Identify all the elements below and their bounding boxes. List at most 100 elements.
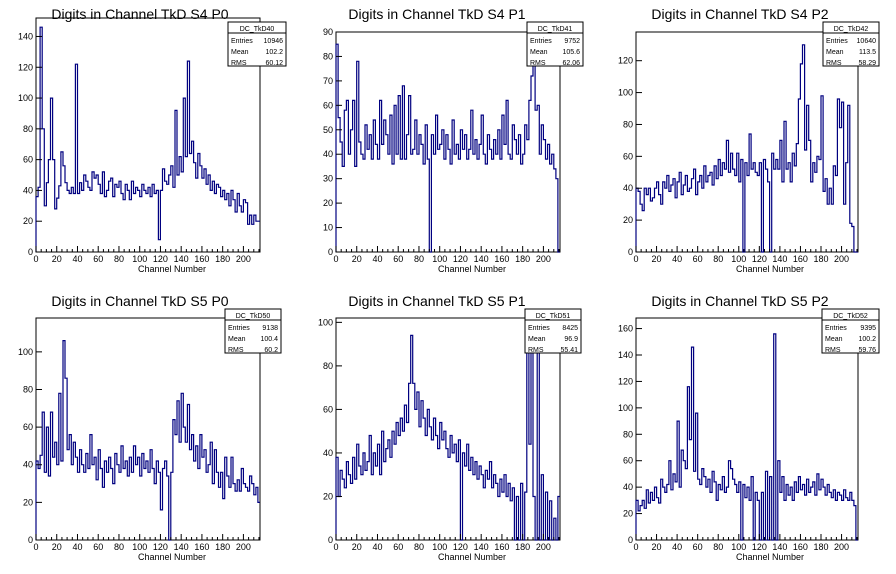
stats-label: RMS <box>826 60 842 67</box>
stats-box-title: DC_TkD51 <box>536 313 571 320</box>
stats-box-title: DC_TkD52 <box>833 313 868 320</box>
x-tick-label: 100 <box>132 542 147 552</box>
histogram-series <box>635 44 858 253</box>
stats-value: 59.76 <box>858 347 876 354</box>
x-tick-label: 200 <box>834 254 849 264</box>
x-tick-label: 100 <box>432 542 447 552</box>
stats-value: 96.9 <box>564 336 578 343</box>
stats-label: Entries <box>528 325 550 332</box>
histogram-panel-2: 0 20 40 60 80 100 120 140 160 180 200 0 10 20 30 40 50 60… <box>323 6 584 274</box>
x-axis-label: Channel Number <box>736 552 804 562</box>
y-tick-label: 140 <box>18 31 33 41</box>
y-tick-label: 0 <box>328 535 333 545</box>
plot-frame <box>35 317 261 541</box>
histogram-series <box>635 333 858 541</box>
y-tick-label: 0 <box>28 535 33 545</box>
histogram-series <box>35 340 260 541</box>
x-tick-label: 140 <box>174 254 189 264</box>
x-tick-label: 180 <box>515 254 530 264</box>
stats-value: 105.6 <box>562 49 580 56</box>
x-tick-label: 60 <box>693 542 703 552</box>
stats-label: Entries <box>228 325 250 332</box>
y-tick-label: 10 <box>323 223 333 233</box>
x-axis-label: Channel Number <box>736 264 804 274</box>
x-tick-label: 60 <box>393 542 403 552</box>
histogram-panel-4: 0 20 40 60 80 100 120 140 160 180 200020406080100C… <box>18 293 282 562</box>
stats-value: 60.2 <box>264 347 278 354</box>
y-tick-label: 80 <box>623 429 633 439</box>
x-tick-label: 120 <box>153 254 168 264</box>
x-tick-label: 140 <box>772 542 787 552</box>
stats-label: Mean <box>826 49 844 56</box>
stats-label: Entries <box>231 38 253 45</box>
stats-label: Entries <box>825 325 847 332</box>
stats-value: 100.4 <box>260 336 278 343</box>
histogram-panel-6: 0 20 40 60 80 100 120 140 160 180 200 0 20 40 60 80 100 1… <box>618 293 880 562</box>
stats-value: 60.12 <box>265 60 283 67</box>
y-tick-label: 140 <box>618 350 633 360</box>
stats-value: 10946 <box>264 38 284 45</box>
stats-box-frame <box>822 21 880 67</box>
stats-label: Mean <box>825 336 843 343</box>
x-tick-label: 0 <box>633 254 638 264</box>
y-tick-label: 0 <box>28 247 33 257</box>
x-tick-label: 100 <box>731 254 746 264</box>
x-tick-label: 20 <box>352 254 362 264</box>
y-tick-label: 0 <box>328 247 333 257</box>
stats-value: 9395 <box>860 325 876 332</box>
stats-label: Mean <box>530 49 548 56</box>
x-tick-label: 180 <box>813 542 828 552</box>
stats-label: Mean <box>231 49 249 56</box>
x-tick-label: 140 <box>474 542 489 552</box>
x-tick-label: 60 <box>693 254 703 264</box>
x-tick-label: 20 <box>52 542 62 552</box>
stats-box: DC_TkD51 Entries 8425 Mean 96.9 RMS 55.41 <box>524 308 582 354</box>
x-tick-label: 120 <box>453 254 468 264</box>
y-tick-label: 20 <box>623 215 633 225</box>
stats-box-title: DC_TkD40 <box>240 26 275 33</box>
y-tick-label: 120 <box>618 56 633 66</box>
chart-title: Digits in Channel TkD S4 P1 <box>348 6 525 22</box>
y-tick-label: 80 <box>323 51 333 61</box>
x-tick-label: 140 <box>174 542 189 552</box>
histogram-panel-3: 0 20 40 60 80 100 120 140 160 180 200 0 20 40 60 80 100 1… <box>618 6 880 274</box>
plot-frame <box>335 317 561 541</box>
y-tick-label: 20 <box>623 509 633 519</box>
x-tick-label: 200 <box>536 542 551 552</box>
stats-box: DC_TkD40 Entries 10946 Mean 102.2 RMS 60.12 <box>227 21 287 67</box>
x-tick-label: 40 <box>672 254 682 264</box>
y-tick-label: 60 <box>23 155 33 165</box>
y-tick-label: 20 <box>23 497 33 507</box>
x-tick-label: 60 <box>93 254 103 264</box>
chart-title: Digits in Channel TkD S5 P1 <box>348 293 525 309</box>
x-tick-label: 80 <box>414 542 424 552</box>
y-tick-label: 120 <box>18 62 33 72</box>
y-tick-label: 30 <box>323 174 333 184</box>
stats-label: RMS <box>231 60 247 67</box>
x-tick-label: 0 <box>333 254 338 264</box>
y-tick-label: 40 <box>323 448 333 458</box>
stats-value: 9138 <box>262 325 278 332</box>
y-tick-label: 70 <box>323 76 333 86</box>
stats-value: 113.5 <box>859 49 876 56</box>
y-tick-label: 90 <box>323 27 333 37</box>
stats-box-frame <box>524 308 582 354</box>
y-tick-label: 60 <box>323 100 333 110</box>
y-tick-label: 20 <box>323 198 333 208</box>
x-tick-label: 40 <box>372 254 382 264</box>
x-tick-label: 0 <box>333 542 338 552</box>
stats-label: Entries <box>530 38 552 45</box>
x-axis-label: Channel Number <box>138 264 206 274</box>
x-tick-label: 200 <box>236 542 251 552</box>
histogram-series <box>335 326 560 541</box>
y-tick-label: 60 <box>623 151 633 161</box>
histogram-series <box>335 43 560 253</box>
stats-box: DC_TkD52 Entries 9395 Mean 100.2 RMS 59.76 <box>821 308 880 354</box>
x-tick-label: 160 <box>494 542 509 552</box>
x-tick-label: 120 <box>453 542 468 552</box>
y-tick-label: 100 <box>318 317 333 327</box>
histogram-panel-5: 0 20 40 60 80 100 120 140 160 180 200020406080100C… <box>318 293 582 562</box>
x-tick-label: 180 <box>813 254 828 264</box>
stats-label: Entries <box>826 38 848 45</box>
stats-value: 55.41 <box>560 347 578 354</box>
